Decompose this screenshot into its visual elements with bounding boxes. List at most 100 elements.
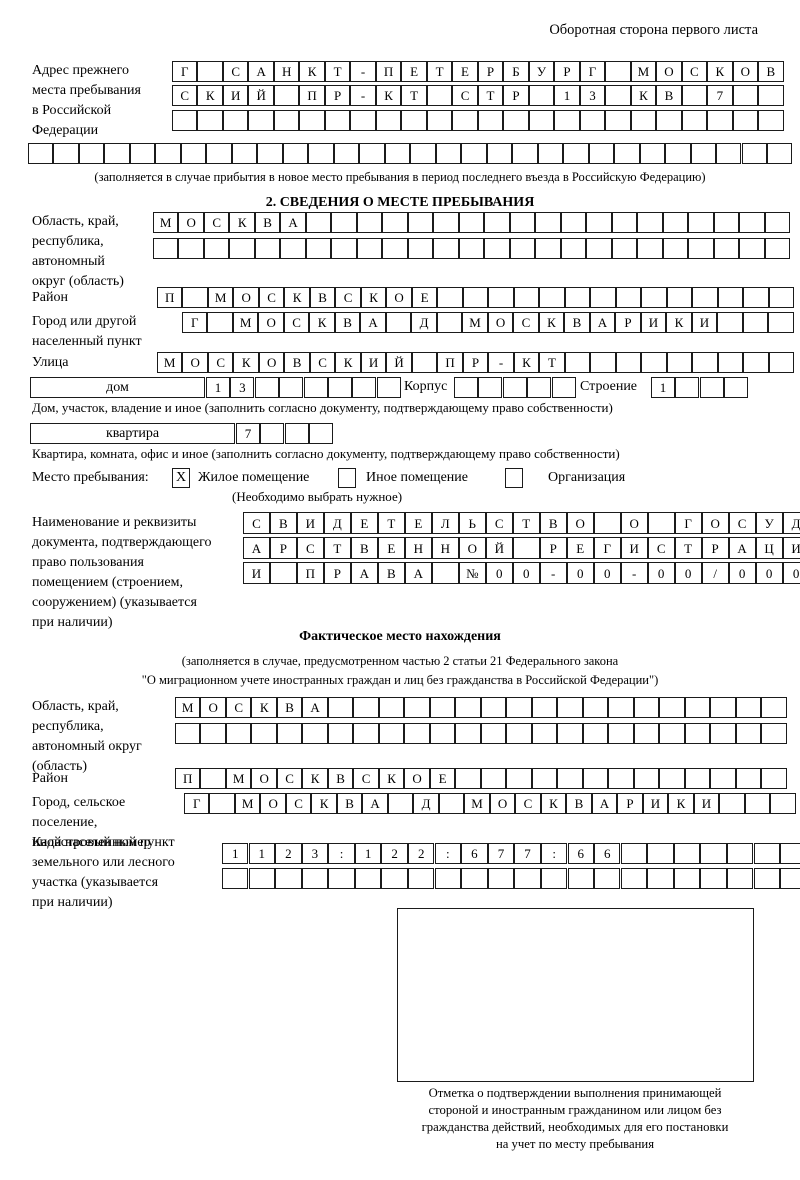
char-cell[interactable]: К <box>309 312 335 333</box>
char-cell[interactable] <box>458 238 485 259</box>
char-cell[interactable]: М <box>464 793 490 814</box>
char-cell[interactable] <box>480 723 507 744</box>
char-cell[interactable]: Д <box>323 512 351 534</box>
char-cell[interactable]: 1 <box>248 843 275 864</box>
char-cell[interactable]: - <box>620 562 648 584</box>
char-cell[interactable]: С <box>513 312 539 333</box>
char-cell[interactable] <box>506 723 532 744</box>
char-cell[interactable]: М <box>225 768 252 789</box>
char-cell[interactable] <box>673 843 701 864</box>
char-cell[interactable]: 1 <box>651 377 675 398</box>
char-cell[interactable] <box>488 287 514 308</box>
korpus-cells[interactable] <box>454 377 576 398</box>
char-cell[interactable]: Б <box>503 61 529 82</box>
char-cell[interactable]: С <box>485 512 513 534</box>
char-cell[interactable]: Р <box>615 312 641 333</box>
char-cell[interactable]: 0 <box>566 562 594 584</box>
char-cell[interactable]: 0 <box>485 562 513 584</box>
char-cell[interactable] <box>688 238 714 259</box>
char-cell[interactable]: Е <box>411 287 438 308</box>
char-cell[interactable] <box>780 843 800 864</box>
char-cell[interactable]: 3 <box>230 377 255 398</box>
checkbox-residential[interactable]: X <box>172 468 190 488</box>
char-cell[interactable] <box>639 143 666 164</box>
char-cell[interactable]: К <box>666 312 692 333</box>
char-cell[interactable] <box>378 723 405 744</box>
char-cell[interactable] <box>203 238 230 259</box>
char-cell[interactable]: : <box>540 843 568 864</box>
char-cell[interactable] <box>684 768 711 789</box>
char-cell[interactable]: К <box>630 85 657 106</box>
char-cell[interactable] <box>692 352 718 373</box>
char-cell[interactable]: И <box>642 793 669 814</box>
char-cell[interactable] <box>719 793 745 814</box>
char-cell[interactable]: В <box>284 352 310 373</box>
char-cell[interactable] <box>153 238 179 259</box>
region-row-2[interactable] <box>153 238 791 259</box>
char-cell[interactable]: Е <box>350 512 378 534</box>
char-cell[interactable]: О <box>386 287 412 308</box>
char-cell[interactable] <box>647 512 675 534</box>
char-cell[interactable]: Г <box>172 61 198 82</box>
char-cell[interactable]: О <box>620 512 648 534</box>
char-cell[interactable] <box>554 110 580 131</box>
char-cell[interactable] <box>743 287 769 308</box>
char-cell[interactable] <box>509 212 536 233</box>
char-cell[interactable] <box>53 143 79 164</box>
char-cell[interactable] <box>207 312 233 333</box>
char-cell[interactable]: С <box>728 512 756 534</box>
char-cell[interactable]: Р <box>617 793 643 814</box>
char-cell[interactable]: 2 <box>408 843 435 864</box>
char-cell[interactable]: П <box>437 352 463 373</box>
char-cell[interactable] <box>433 238 459 259</box>
char-cell[interactable]: К <box>378 768 405 789</box>
char-cell[interactable]: К <box>707 61 733 82</box>
char-cell[interactable]: И <box>243 562 270 584</box>
char-cell[interactable] <box>254 377 279 398</box>
char-cell[interactable]: С <box>258 287 285 308</box>
char-cell[interactable]: О <box>258 312 284 333</box>
char-cell[interactable] <box>327 377 352 398</box>
char-cell[interactable] <box>438 793 465 814</box>
char-cell[interactable] <box>780 868 800 889</box>
char-cell[interactable] <box>539 287 565 308</box>
actual-region-row-2[interactable] <box>175 723 787 744</box>
char-cell[interactable]: 6 <box>461 843 488 864</box>
char-cell[interactable] <box>633 768 660 789</box>
char-cell[interactable] <box>567 868 594 889</box>
char-cell[interactable] <box>375 110 402 131</box>
char-cell[interactable] <box>231 143 258 164</box>
char-cell[interactable]: Н <box>431 537 459 559</box>
char-cell[interactable] <box>593 512 621 534</box>
char-cell[interactable]: Й <box>248 85 274 106</box>
char-cell[interactable]: К <box>229 212 255 233</box>
previous-address-row-3[interactable] <box>172 110 784 131</box>
char-cell[interactable] <box>710 723 736 744</box>
char-cell[interactable] <box>758 110 784 131</box>
char-cell[interactable]: С <box>283 312 310 333</box>
char-cell[interactable]: П <box>296 562 324 584</box>
char-cell[interactable]: А <box>350 562 378 584</box>
char-cell[interactable] <box>408 868 435 889</box>
char-cell[interactable] <box>637 212 663 233</box>
char-cell[interactable] <box>586 212 612 233</box>
char-cell[interactable]: В <box>656 85 682 106</box>
char-cell[interactable]: Е <box>404 512 432 534</box>
char-cell[interactable]: С <box>276 768 303 789</box>
char-cell[interactable] <box>410 143 436 164</box>
char-cell[interactable] <box>707 110 733 131</box>
char-cell[interactable] <box>426 110 453 131</box>
char-cell[interactable] <box>305 238 332 259</box>
char-cell[interactable]: И <box>296 512 324 534</box>
char-cell[interactable] <box>478 377 503 398</box>
char-cell[interactable] <box>273 110 300 131</box>
char-cell[interactable]: П <box>175 768 201 789</box>
char-cell[interactable]: С <box>285 793 312 814</box>
char-cell[interactable] <box>206 143 232 164</box>
char-cell[interactable] <box>354 868 382 889</box>
